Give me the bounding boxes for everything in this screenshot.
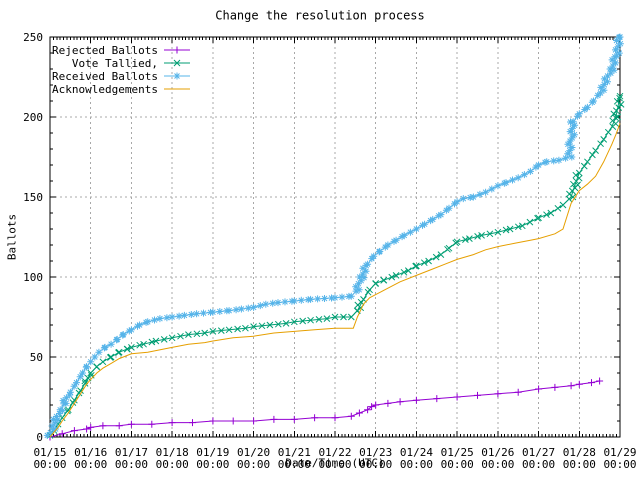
plus-markers <box>46 377 604 441</box>
legend-cross-marker-icon <box>173 59 181 67</box>
y-tick-label: 50 <box>30 351 43 364</box>
x-tick-date: 01/20 <box>237 446 270 459</box>
x-tick-time: 00:00 <box>563 458 596 471</box>
x-tick-date: 01/24 <box>400 446 433 459</box>
axis-tick-labels: 01/1500:0001/1600:0001/1700:0001/1800:00… <box>23 31 636 471</box>
legend-asterisk-marker-icon <box>173 72 181 80</box>
chart-title: Change the resolution process <box>215 8 425 23</box>
x-tick-time: 00:00 <box>318 458 351 471</box>
y-tick-label: 0 <box>36 431 43 444</box>
legend-plus-marker-icon <box>173 46 181 54</box>
legend-item-vote-tallied: Vote Tallied, <box>72 57 190 70</box>
legend-label: Rejected Ballots <box>52 44 158 57</box>
legend-label: Acknowledgements <box>52 83 158 96</box>
series-vote-tallied <box>46 92 625 439</box>
series-line <box>49 380 600 438</box>
x-tick-time: 00:00 <box>115 458 148 471</box>
x-tick-time: 00:00 <box>196 458 229 471</box>
x-tick-date: 01/28 <box>563 446 596 459</box>
y-axis-label: Ballots <box>5 213 19 261</box>
y-tick-label: 150 <box>23 191 43 204</box>
x-tick-date: 01/23 <box>359 446 392 459</box>
x-tick-date: 01/26 <box>481 446 514 459</box>
x-tick-date: 01/29 <box>603 446 636 459</box>
legend-item-rejected-ballots: Rejected Ballots <box>52 44 190 57</box>
x-tick-date: 01/17 <box>115 446 148 459</box>
grid-lines <box>50 37 620 437</box>
x-tick-time: 00:00 <box>74 458 107 471</box>
cross-markers <box>46 92 625 439</box>
x-tick-time: 00:00 <box>441 458 474 471</box>
series-rejected-ballots <box>46 377 604 441</box>
series-acknowledgements <box>49 123 621 438</box>
x-tick-time: 00:00 <box>359 458 392 471</box>
x-tick-date: 01/19 <box>196 446 229 459</box>
x-tick-date: 01/27 <box>522 446 555 459</box>
asterisk-markers <box>43 33 624 439</box>
y-tick-label: 250 <box>23 31 43 44</box>
x-tick-date: 01/22 <box>318 446 351 459</box>
x-tick-time: 00:00 <box>278 458 311 471</box>
x-tick-time: 00:00 <box>481 458 514 471</box>
x-tick-date: 01/18 <box>156 446 189 459</box>
series-line <box>49 123 621 438</box>
x-tick-time: 00:00 <box>33 458 66 471</box>
legend-item-received-ballots: Received Ballots <box>52 70 190 83</box>
x-tick-time: 00:00 <box>156 458 189 471</box>
legend-label: Vote Tallied, <box>72 57 158 70</box>
x-tick-time: 00:00 <box>603 458 636 471</box>
x-tick-time: 00:00 <box>237 458 270 471</box>
x-tick-date: 01/21 <box>278 446 311 459</box>
x-tick-date: 01/15 <box>33 446 66 459</box>
x-tick-date: 01/16 <box>74 446 107 459</box>
y-tick-label: 200 <box>23 111 43 124</box>
series-line <box>49 36 621 436</box>
x-tick-date: 01/25 <box>441 446 474 459</box>
plot-border <box>49 36 621 438</box>
legend-item-acknowledgements: Acknowledgements <box>52 83 190 96</box>
series-received-ballots <box>43 33 624 439</box>
x-tick-time: 00:00 <box>400 458 433 471</box>
y-tick-label: 100 <box>23 271 43 284</box>
x-tick-time: 00:00 <box>522 458 555 471</box>
x-axis-label: Date/Time (UTC) <box>285 456 385 470</box>
legend-label: Received Ballots <box>52 70 158 83</box>
